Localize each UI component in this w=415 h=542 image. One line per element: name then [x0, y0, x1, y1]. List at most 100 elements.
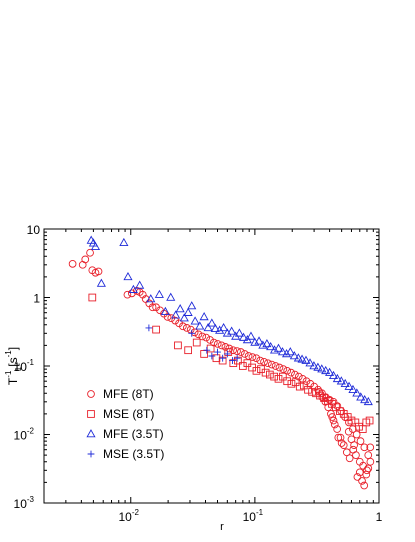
data-point — [304, 385, 312, 394]
data-point — [81, 255, 90, 264]
data-point — [332, 373, 342, 383]
series-layer — [68, 235, 375, 490]
data-point — [271, 362, 280, 370]
data-point — [283, 366, 292, 375]
data-point — [203, 322, 213, 332]
data-point — [184, 346, 193, 355]
y-tick-label: 10-3 — [14, 495, 35, 511]
data-point — [163, 313, 172, 321]
data-point — [229, 359, 238, 368]
data-point — [309, 361, 319, 370]
data-point — [275, 363, 284, 372]
data-point — [202, 333, 211, 342]
data-point — [146, 294, 156, 303]
data-point — [366, 457, 375, 466]
data-point — [360, 481, 369, 490]
data-point — [298, 374, 307, 383]
legend-label: MFE (8T) — [103, 387, 154, 401]
axis-ticks: 10-2 10-1 1 10-3 10-2 10-1 1 10 — [14, 223, 383, 524]
data-point — [291, 378, 300, 387]
data-point — [198, 332, 207, 341]
data-point — [273, 343, 284, 352]
data-point — [148, 303, 157, 312]
data-point — [321, 365, 331, 375]
data-point — [274, 374, 283, 383]
data-point — [195, 321, 205, 330]
legend-label: MSE (3.5T) — [103, 447, 164, 461]
legend: MFE (8T) MSE (8T) MFE (3.5T) MSE (3.5T) — [86, 387, 164, 461]
data-point — [190, 328, 199, 337]
data-point — [336, 433, 345, 442]
data-point — [123, 271, 133, 281]
data-point — [182, 324, 191, 332]
data-point — [188, 329, 196, 337]
data-point — [240, 350, 249, 358]
data-point — [179, 322, 187, 331]
x-tick-label: 1 — [376, 510, 383, 524]
data-point — [333, 425, 341, 433]
data-point — [192, 338, 201, 347]
data-point — [299, 381, 308, 390]
data-point — [219, 322, 229, 332]
data-point — [355, 457, 364, 466]
data-point — [179, 313, 189, 322]
data-point — [229, 357, 236, 364]
data-point — [360, 443, 369, 452]
data-point — [248, 353, 257, 361]
data-point — [252, 354, 261, 363]
data-point — [221, 343, 230, 351]
data-point — [349, 445, 358, 454]
data-point — [337, 439, 346, 447]
data-point — [206, 336, 214, 344]
y-tick-label: 1 — [33, 292, 40, 306]
data-point — [301, 355, 311, 364]
data-point — [305, 358, 315, 367]
legend-label: MSE (8T) — [103, 407, 154, 421]
data-point — [347, 416, 356, 425]
data-point — [233, 347, 241, 355]
data-point — [262, 339, 272, 348]
x-tick-label: 10-2 — [119, 508, 140, 524]
data-point — [353, 473, 362, 481]
data-point — [174, 341, 182, 350]
data-point — [213, 340, 222, 348]
data-point — [339, 441, 348, 449]
data-point — [329, 416, 338, 425]
data-point — [317, 364, 327, 373]
data-point — [238, 332, 249, 341]
data-point — [336, 376, 346, 385]
data-point — [210, 323, 220, 332]
legend-marker — [87, 450, 95, 458]
data-point — [229, 346, 237, 355]
data-point — [94, 267, 103, 276]
data-point — [223, 350, 231, 358]
data-point — [187, 301, 197, 310]
x-tick-label: 10-1 — [243, 508, 264, 524]
data-point — [238, 362, 247, 370]
data-point — [96, 278, 106, 287]
data-point — [254, 336, 264, 345]
data-point — [364, 451, 373, 459]
data-point — [199, 312, 209, 321]
data-point — [366, 443, 375, 452]
data-point — [260, 357, 268, 366]
y-axis-label-text: T-11[s-1] — [4, 347, 23, 385]
data-point — [293, 353, 303, 362]
data-point — [283, 377, 292, 386]
data-point — [279, 365, 288, 373]
data-point — [128, 284, 138, 293]
data-point — [352, 388, 362, 397]
data-point — [145, 324, 153, 332]
data-point — [222, 328, 232, 337]
legend-marker — [86, 429, 96, 438]
data-point — [328, 413, 337, 421]
data-point — [266, 341, 276, 351]
data-point — [334, 433, 343, 442]
y-tick-label: 10 — [27, 223, 41, 237]
data-point — [127, 289, 136, 298]
legend-marker — [87, 410, 95, 418]
data-point — [154, 289, 164, 298]
data-point — [340, 378, 350, 388]
data-point — [269, 345, 280, 354]
